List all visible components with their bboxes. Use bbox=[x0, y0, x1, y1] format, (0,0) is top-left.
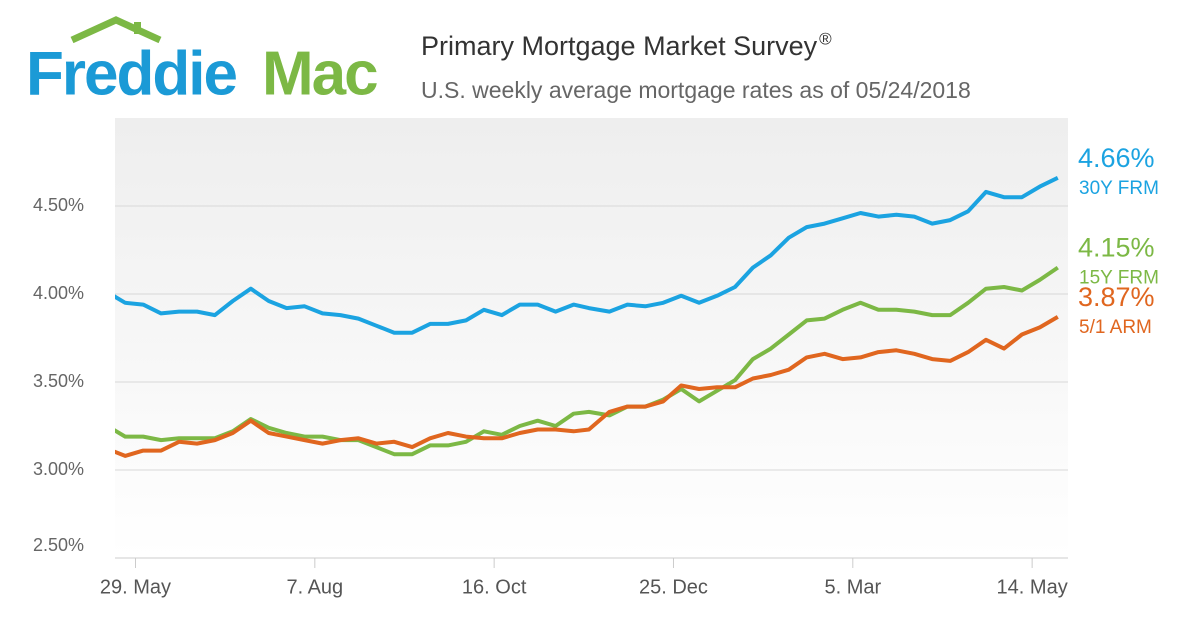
logo-first: Freddie bbox=[26, 39, 236, 108]
x-tick-label: 14. May bbox=[997, 576, 1068, 598]
y-tick-label: 4.00% bbox=[33, 283, 84, 303]
y-tick-label: 4.50% bbox=[33, 195, 84, 215]
y-tick-label: 3.00% bbox=[33, 459, 84, 479]
y-tick-label: 3.50% bbox=[33, 371, 84, 391]
value-label: 4.15% bbox=[1078, 233, 1155, 263]
logo-chimney bbox=[134, 22, 141, 34]
line-series bbox=[115, 265, 1059, 457]
x-tick-label: 5. Mar bbox=[824, 576, 881, 598]
logo-roof bbox=[70, 16, 162, 44]
x-tick-label: 25. Dec bbox=[639, 576, 708, 598]
legend-label: 15Y FRM bbox=[1079, 268, 1159, 289]
line-series bbox=[115, 176, 1059, 335]
chart-title: Primary Mortgage Market Survey bbox=[421, 31, 818, 61]
title-mark: ® bbox=[819, 29, 832, 48]
chart-subtitle: U.S. weekly average mortgage rates as of… bbox=[421, 77, 971, 103]
y-tick-label: 2.50% bbox=[33, 535, 84, 555]
value-label: 4.66% bbox=[1078, 143, 1155, 173]
x-tick-label: 29. May bbox=[100, 576, 171, 598]
legend-label: 5/1 ARM bbox=[1079, 317, 1152, 338]
legend-label: 30Y FRM bbox=[1079, 178, 1159, 199]
logo-second: Mac bbox=[262, 39, 377, 108]
plot-background bbox=[115, 118, 1068, 558]
x-tick-label: 16. Oct bbox=[462, 576, 527, 598]
value-label: 3.87% bbox=[1078, 282, 1155, 312]
line-series bbox=[115, 315, 1059, 458]
x-tick-label: 7. Aug bbox=[286, 576, 343, 598]
